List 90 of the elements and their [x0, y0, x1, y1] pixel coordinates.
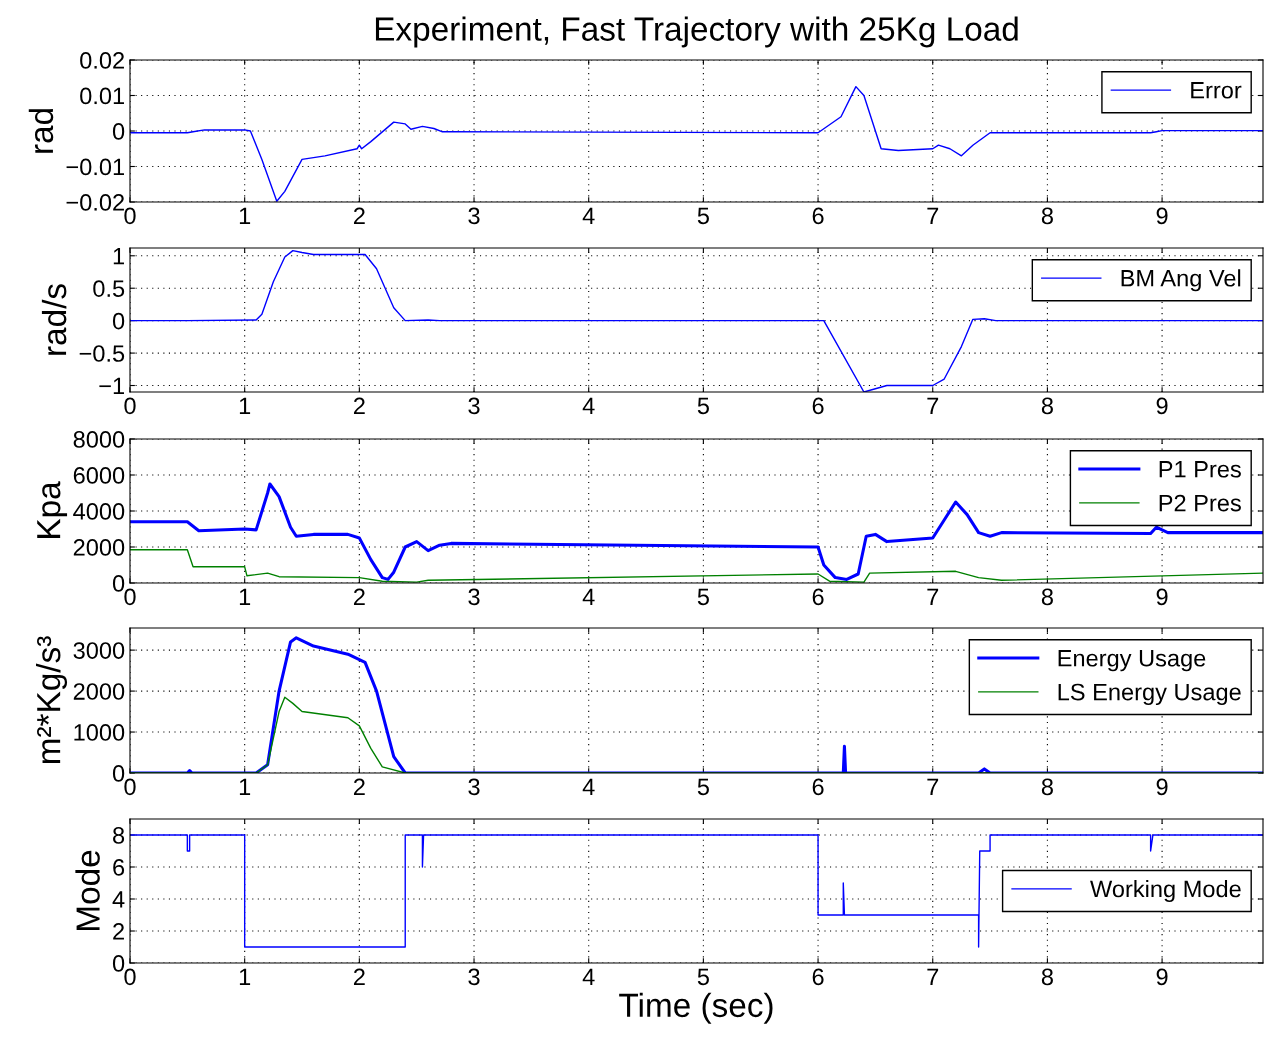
y-tick-label: 0.02 — [80, 52, 124, 69]
x-tick-label: 5 — [697, 778, 709, 796]
x-tick-label: 7 — [927, 207, 939, 224]
y-tick-label: 0.5 — [93, 280, 125, 297]
x-tick-label: 1 — [239, 207, 251, 224]
x-tick-label: 1 — [239, 397, 251, 414]
x-tick-label: 3 — [468, 588, 480, 606]
y-tick-label: 4000 — [73, 503, 125, 520]
y-tick-label: 0.01 — [80, 87, 124, 105]
y-tick-label: −0.01 — [66, 158, 124, 176]
x-tick-label: 6 — [812, 778, 824, 796]
y-axis-title: rad — [28, 109, 54, 153]
y-tick-label: 1000 — [74, 724, 125, 741]
legend-label: Error — [1191, 82, 1242, 99]
line-series — [130, 834, 1263, 948]
legend-label: Working Mode — [1090, 879, 1241, 903]
chart-title: Experiment, Fast Trajectory with 25Kg Load — [375, 16, 1018, 48]
y-tick-label: 8 — [113, 827, 125, 844]
x-tick-label: 1 — [239, 968, 251, 985]
x-tick-label: 2 — [353, 207, 365, 224]
y-tick-label: 3000 — [73, 642, 125, 659]
x-tick-label: 9 — [1156, 397, 1168, 415]
legend-label: P1 Pres — [1159, 461, 1241, 478]
x-tick-label: 8 — [1041, 397, 1053, 415]
x-tick-label: 7 — [927, 778, 939, 795]
line-series — [130, 249, 1263, 392]
y-tick-label: 6 — [113, 859, 125, 876]
y-tick-label: −0.5 — [79, 345, 125, 362]
x-tick-label: 3 — [468, 207, 480, 225]
y-tick-label: 2000 — [73, 539, 125, 556]
x-tick-label: 4 — [582, 588, 595, 605]
y-tick-label: 0 — [112, 312, 125, 330]
x-tick-label: 1 — [239, 778, 251, 795]
x-tick-label: 0 — [124, 207, 136, 225]
x-tick-label: 8 — [1041, 207, 1053, 225]
x-tick-label: 9 — [1156, 588, 1168, 606]
x-tick-label: 0 — [124, 397, 136, 415]
x-tick-label: 5 — [697, 968, 709, 986]
y-tick-label: 0 — [112, 575, 125, 592]
y-axis-title: Kpa — [37, 481, 68, 538]
y-tick-label: 1 — [113, 248, 124, 265]
legend-label: BM Ang Vel — [1121, 269, 1241, 292]
x-tick-label: 9 — [1156, 778, 1168, 796]
x-tick-label: 3 — [468, 778, 480, 796]
x-tick-label: 6 — [812, 397, 824, 415]
y-tick-label: 2000 — [73, 683, 125, 700]
y-tick-label: 4 — [112, 891, 125, 908]
x-tick-label: 2 — [353, 588, 365, 605]
x-tick-label: 7 — [927, 397, 939, 414]
x-tick-label: 8 — [1041, 778, 1053, 796]
x-tick-label: 9 — [1156, 207, 1168, 225]
x-tick-label: 0 — [124, 588, 136, 606]
x-tick-label: 2 — [353, 397, 365, 414]
x-axis-title: Time (sec) — [619, 992, 773, 1024]
x-tick-label: 5 — [697, 397, 709, 415]
y-tick-label: −0.02 — [66, 194, 124, 211]
x-tick-label: 7 — [927, 968, 939, 985]
x-tick-label: 0 — [124, 778, 136, 796]
x-tick-label: 4 — [582, 397, 595, 414]
x-tick-label: 2 — [353, 778, 365, 795]
y-axis-title: Mode — [75, 850, 100, 930]
y-axis-title: rad/s — [41, 284, 67, 355]
x-tick-label: 9 — [1156, 968, 1168, 986]
x-tick-label: 6 — [812, 588, 824, 606]
y-tick-label: 8000 — [73, 431, 125, 448]
x-tick-label: 6 — [812, 968, 824, 986]
legend-label: P2 Pres — [1159, 494, 1241, 512]
legend-label: LS Energy Usage — [1058, 683, 1241, 706]
x-tick-label: 3 — [468, 397, 480, 415]
x-tick-label: 8 — [1041, 588, 1053, 606]
x-tick-label: 4 — [582, 207, 595, 224]
y-tick-label: 0 — [112, 765, 125, 782]
x-tick-label: 5 — [697, 207, 709, 225]
x-tick-label: 0 — [124, 968, 136, 986]
y-tick-label: 6000 — [73, 467, 125, 484]
x-tick-label: 8 — [1041, 968, 1053, 986]
x-tick-label: 4 — [582, 968, 595, 985]
x-tick-label: 2 — [353, 968, 365, 985]
y-tick-label: −1 — [99, 377, 124, 395]
x-tick-label: 3 — [468, 968, 480, 986]
x-tick-label: 6 — [812, 207, 824, 225]
y-tick-label: 2 — [113, 923, 124, 940]
x-tick-label: 5 — [697, 588, 709, 606]
y-tick-label: 0 — [112, 955, 125, 972]
x-tick-label: 4 — [582, 778, 595, 795]
y-tick-label: 0 — [112, 123, 125, 140]
x-tick-label: 7 — [927, 588, 939, 605]
x-tick-label: 1 — [239, 588, 251, 605]
legend-label: Energy Usage — [1058, 650, 1206, 672]
y-axis-title: m²*Kg/s³ — [35, 636, 68, 764]
